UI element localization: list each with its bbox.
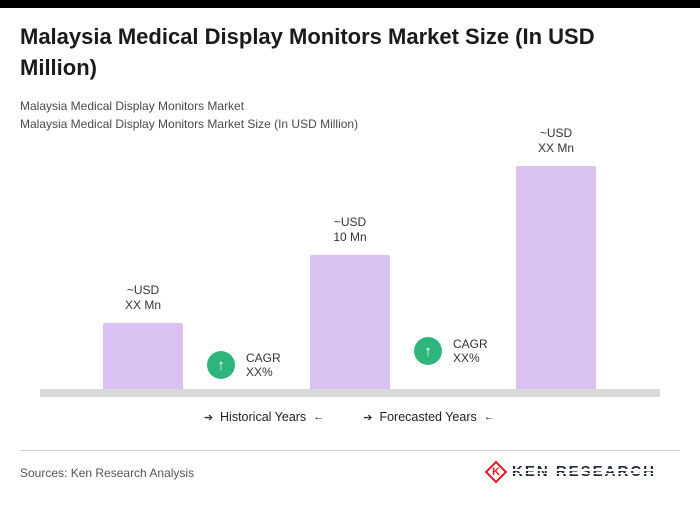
cagr-text: CAGR XX%: [453, 337, 488, 366]
page-title: Malaysia Medical Display Monitors Market…: [20, 24, 595, 80]
arrow-left-icon: ←: [483, 411, 495, 423]
axis-legend-historical-years: ➔ Historical Years ←: [204, 410, 324, 424]
bar-value-line1: ~USD: [539, 126, 573, 140]
axis-legend-forecasted-years: ➔ Forecasted Years ←: [363, 410, 495, 424]
bar-value-label-historical: ~USD XX Mn: [73, 283, 213, 313]
cagr-value: XX%: [246, 365, 273, 380]
bar-value-label-transition: ~USD 10 Mn: [280, 215, 420, 245]
cagr-text: CAGR XX%: [246, 351, 281, 380]
bar-value-label-forecast: ~USD XX Mn: [486, 126, 626, 156]
arrow-right-icon: ➔: [363, 411, 373, 424]
bar-value-line2: 10 Mn: [333, 230, 367, 244]
cagr-label: CAGR: [246, 351, 281, 365]
chart-baseline-axis: [40, 389, 660, 397]
bar-value-line1: ~USD: [333, 215, 367, 229]
bar-value-line1: ~USD: [126, 283, 160, 297]
cagr-label: CAGR: [453, 337, 488, 351]
bar-transition: [310, 255, 390, 389]
axis-legend-label: Forecasted Years: [379, 410, 477, 424]
ken-research-logo-text: KEN RESEARCH: [511, 463, 657, 480]
cagr-annotation-historical: ↑ CAGR XX%: [207, 351, 281, 380]
growth-up-arrow-icon: ↑: [207, 351, 235, 380]
cagr-value: XX%: [453, 351, 480, 366]
axis-legend-label: Historical Years: [220, 410, 307, 424]
logo-mark-letter: K: [492, 465, 500, 478]
chart-subtitle-market-size: Malaysia Medical Display Monitors Market…: [20, 117, 359, 131]
top-bar: [0, 0, 700, 8]
bar-value-line2: XX Mn: [124, 298, 161, 312]
chart-subtitle-market: Malaysia Medical Display Monitors Market: [20, 99, 245, 113]
footer-divider: [20, 450, 680, 451]
arrow-left-icon: ←: [313, 411, 325, 423]
ken-research-logo-icon: K: [484, 460, 508, 483]
ken-research-logo: K KEN RESEARCH: [484, 460, 657, 483]
bar-chart: ~USD XX Mn ~USD 10 Mn ~USD XX Mn ↑ CAGR …: [40, 120, 660, 397]
arrow-right-icon: ➔: [203, 411, 214, 424]
bar-forecast: [516, 166, 596, 389]
growth-up-arrow-icon: ↑: [414, 337, 442, 366]
cagr-annotation-forecast: ↑ CAGR XX%: [414, 337, 488, 366]
sources-text: Sources: Ken Research Analysis: [20, 466, 195, 480]
bar-historical: [103, 323, 183, 389]
bar-value-line2: XX Mn: [537, 141, 574, 155]
